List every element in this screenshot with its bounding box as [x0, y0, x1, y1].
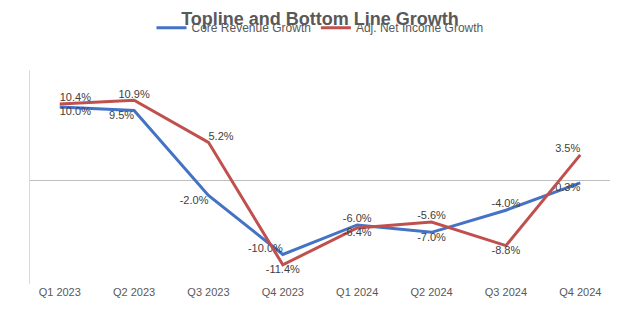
svg-text:-7.0%: -7.0% [417, 231, 446, 243]
svg-text:-2.0%: -2.0% [180, 194, 209, 206]
svg-text:Q2 2024: Q2 2024 [410, 286, 452, 298]
svg-text:-4.0%: -4.0% [492, 197, 521, 209]
svg-text:Q4 2023: Q4 2023 [262, 286, 304, 298]
svg-text:10.0%: 10.0% [60, 105, 91, 117]
svg-text:Q1 2024: Q1 2024 [336, 286, 378, 298]
svg-text:Q1 2023: Q1 2023 [39, 286, 81, 298]
svg-text:9.5%: 9.5% [109, 109, 134, 121]
svg-text:-11.4%: -11.4% [266, 263, 300, 275]
svg-text:-8.8%: -8.8% [492, 244, 521, 256]
svg-text:3.5%: 3.5% [555, 142, 580, 154]
svg-text:10.9%: 10.9% [118, 88, 149, 100]
svg-text:10.4%: 10.4% [60, 91, 91, 103]
svg-text:Core Revenue Growth: Core Revenue Growth [192, 21, 311, 35]
svg-text:Q3 2024: Q3 2024 [485, 286, 527, 298]
svg-text:5.2%: 5.2% [208, 130, 233, 142]
svg-text:Q4 2024: Q4 2024 [559, 286, 601, 298]
svg-text:-10.0%: -10.0% [248, 242, 283, 254]
svg-text:Topline and Bottom Line Growth: Topline and Bottom Line Growth [181, 9, 459, 29]
svg-text:-0.3%: -0.3% [552, 181, 581, 193]
svg-text:-6.0%: -6.0% [343, 212, 372, 224]
svg-text:Adj. Net Income Growth: Adj. Net Income Growth [356, 21, 483, 35]
svg-text:-6.4%: -6.4% [343, 226, 372, 238]
svg-text:Q2 2023: Q2 2023 [113, 286, 155, 298]
svg-text:Q3 2023: Q3 2023 [187, 286, 229, 298]
svg-text:-5.6%: -5.6% [417, 209, 446, 221]
